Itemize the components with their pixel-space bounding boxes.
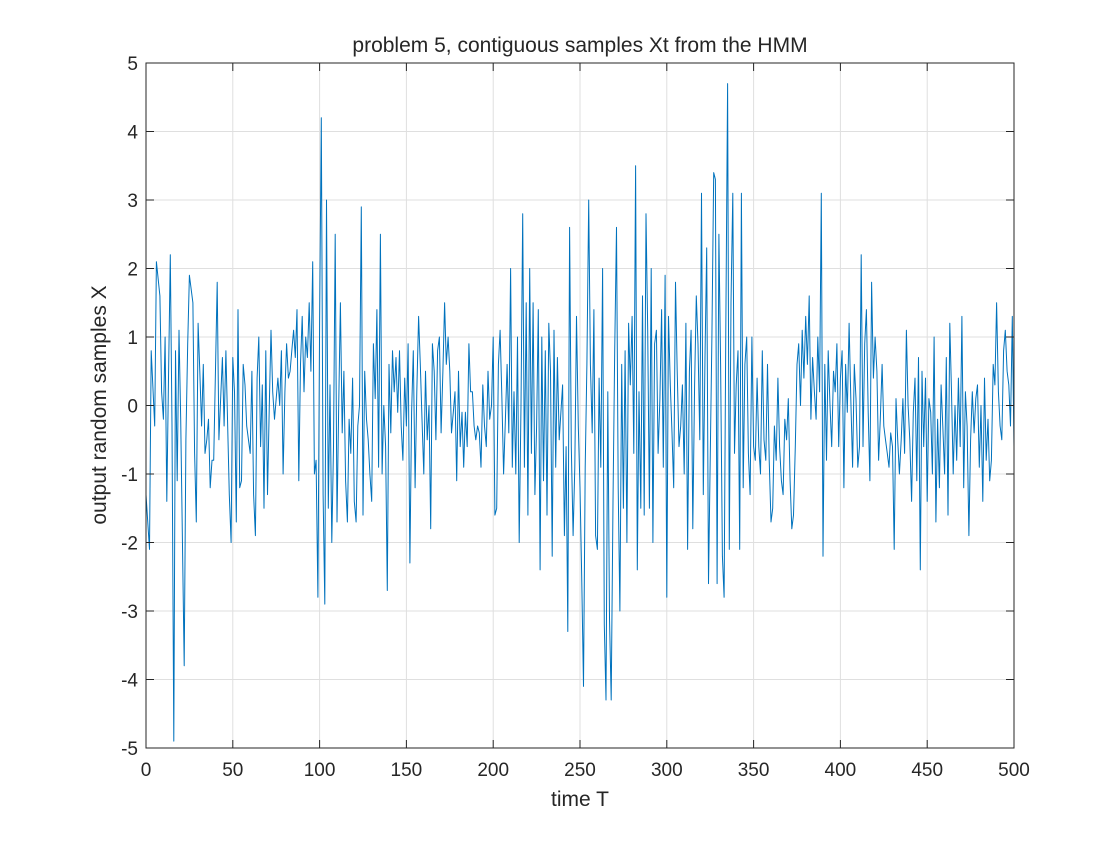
y-tick-label: -4 — [121, 671, 138, 692]
y-tick-label: 0 — [127, 397, 138, 418]
y-tick-label: -1 — [121, 465, 138, 486]
x-tick-label: 450 — [911, 760, 943, 781]
x-tick-label: 0 — [141, 760, 152, 781]
series-line — [145, 83, 1015, 742]
y-tick-label: -5 — [121, 739, 138, 760]
y-tick-label: 2 — [127, 260, 138, 281]
x-tick-label: 350 — [738, 760, 770, 781]
x-tick-label: 200 — [477, 760, 509, 781]
x-tick-label: 150 — [391, 760, 423, 781]
y-tick-label: 4 — [127, 123, 138, 144]
x-tick-label: 100 — [304, 760, 336, 781]
x-axis: 0 50 100 150 200 250 300 350 400 450 500 — [141, 63, 1030, 781]
y-axis-label: output random samples X — [88, 285, 111, 524]
x-tick-label: 400 — [825, 760, 857, 781]
x-axis-label: time T — [551, 788, 609, 811]
x-tick-label: 300 — [651, 760, 683, 781]
x-tick-label: 50 — [222, 760, 243, 781]
chart-title: problem 5, contiguous samples Xt from th… — [352, 34, 807, 57]
y-tick-label: 3 — [127, 191, 138, 212]
x-tick-label: 250 — [564, 760, 596, 781]
y-tick-label: 5 — [127, 54, 138, 75]
x-tick-label: 500 — [998, 760, 1030, 781]
y-tick-label: -2 — [121, 534, 138, 555]
plot-area — [145, 83, 1015, 742]
y-tick-label: 1 — [127, 328, 138, 349]
y-tick-label: -3 — [121, 602, 138, 623]
y-axis: -5 -4 -3 -2 -1 0 1 2 3 4 5 — [121, 54, 1014, 760]
